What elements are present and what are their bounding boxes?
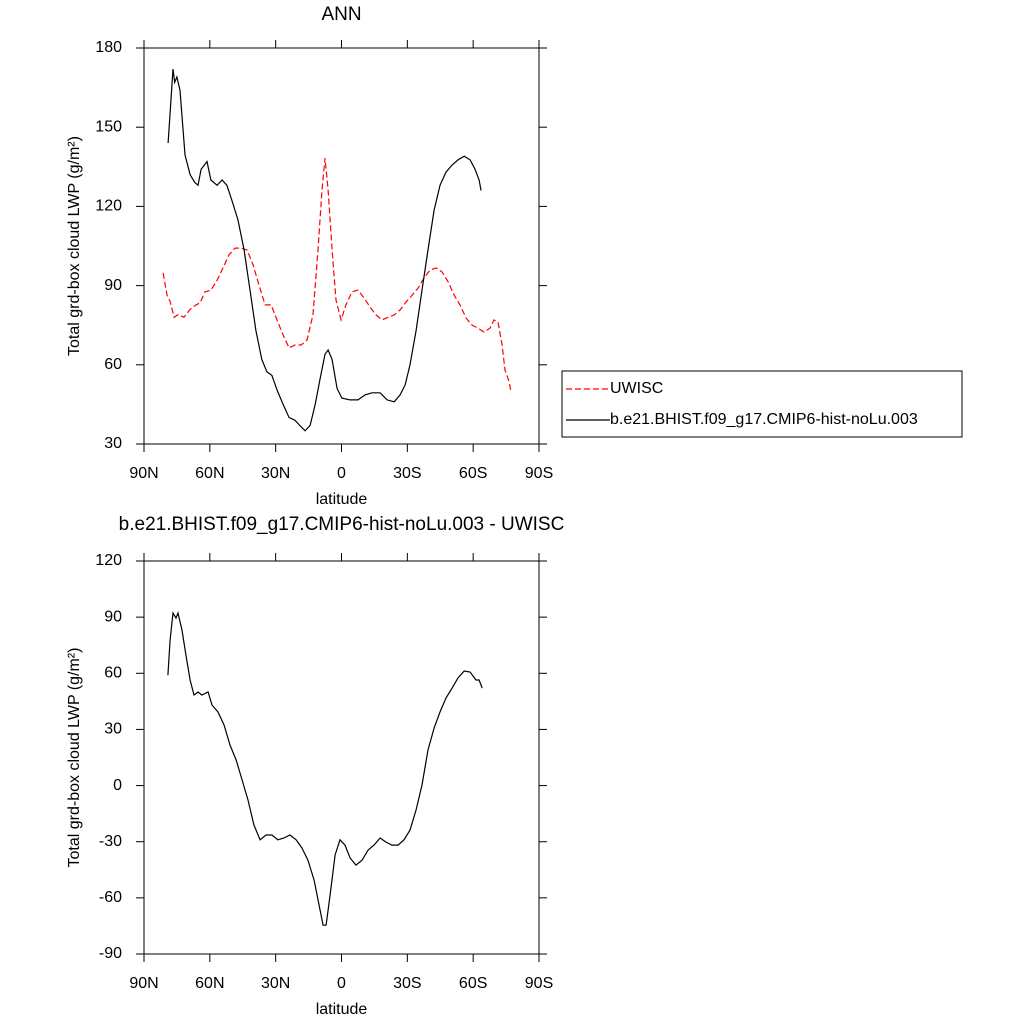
y-tick-label: -60 (99, 889, 122, 906)
series-line (162, 158, 512, 394)
series-line (167, 69, 482, 432)
y-tick-label: 30 (104, 435, 122, 452)
x-tick-label: 90N (129, 465, 158, 482)
plot-frame (143, 560, 540, 955)
y-tick-label: 60 (104, 665, 122, 682)
y-tick-label: 150 (95, 118, 122, 135)
chart-title: ANN (321, 4, 361, 25)
legend-label: b.e21.BHIST.f09_g17.CMIP6-hist-noLu.003 (610, 411, 918, 428)
y-tick-label: -30 (99, 833, 122, 850)
x-tick-label: 30N (261, 465, 290, 482)
y-axis-label: Total grd-box cloud LWP (g/m²) (66, 648, 83, 868)
x-tick-label: 90N (129, 975, 158, 992)
y-tick-label: 90 (104, 277, 122, 294)
plot-frame (143, 47, 540, 445)
x-axis-label: latitude (316, 1001, 368, 1018)
x-tick-label: 30N (261, 975, 290, 992)
x-tick-label: 0 (337, 465, 346, 482)
x-tick-label: 30S (393, 975, 421, 992)
x-tick-label: 60N (195, 465, 224, 482)
x-axis-label: latitude (316, 491, 368, 508)
x-tick-label: 60S (459, 465, 487, 482)
y-tick-label: 0 (113, 777, 122, 794)
y-tick-label: -90 (99, 945, 122, 962)
legend-box (561, 370, 963, 438)
y-tick-label: 60 (104, 356, 122, 373)
y-tick-label: 30 (104, 721, 122, 738)
x-tick-label: 90S (525, 465, 553, 482)
series-line (167, 610, 483, 926)
legend-label: UWISC (610, 380, 663, 397)
y-axis-label: Total grd-box cloud LWP (g/m²) (66, 136, 83, 356)
y-tick-label: 120 (95, 198, 122, 215)
x-tick-label: 0 (337, 975, 346, 992)
y-tick-label: 120 (95, 552, 122, 569)
chart-title: b.e21.BHIST.f09_g17.CMIP6-hist-noLu.003 … (119, 514, 565, 535)
x-tick-label: 60N (195, 975, 224, 992)
y-tick-label: 90 (104, 608, 122, 625)
y-tick-label: 180 (95, 39, 122, 56)
x-tick-label: 90S (525, 975, 553, 992)
x-tick-label: 30S (393, 465, 421, 482)
x-tick-label: 60S (459, 975, 487, 992)
